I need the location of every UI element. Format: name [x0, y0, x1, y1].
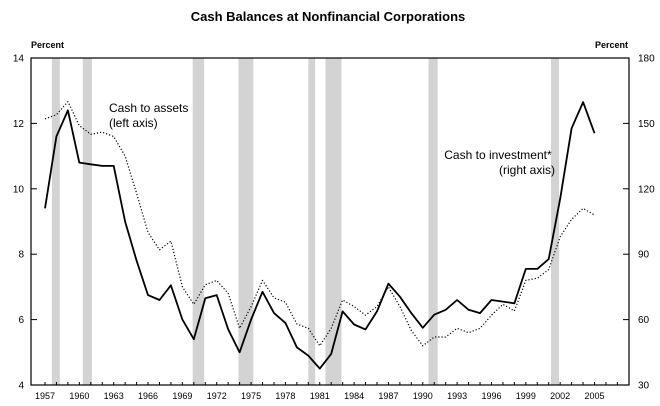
- x-tick-label-1966: 1966: [138, 391, 158, 401]
- right-axis-ticks: 30 60 90 120 150 180: [623, 54, 655, 392]
- series-line-cash-to-investment: [44, 100, 595, 347]
- left-tick-label-8: 8: [18, 250, 24, 261]
- x-tick-label-1990: 1990: [413, 391, 433, 401]
- right-axis-unit: Percent: [595, 40, 628, 50]
- recession-band-5: [325, 58, 342, 385]
- annotation-cash-to-assets: Cash to assets (left axis): [109, 101, 192, 130]
- annotation-cash-to-investment: Cash to investment* (right axis): [444, 148, 555, 177]
- annotation-cash-to-assets-line-1: Cash to assets: [109, 101, 188, 115]
- x-tick-label-1969: 1969: [172, 391, 192, 401]
- recession-band-6: [428, 58, 438, 385]
- x-tick-label-1975: 1975: [241, 391, 261, 401]
- recession-band-0: [51, 58, 60, 385]
- recession-band-3: [238, 58, 254, 385]
- left-tick-label-10: 10: [13, 184, 25, 195]
- right-tick-label-60: 60: [638, 315, 650, 326]
- right-tick-label-150: 150: [638, 119, 655, 130]
- x-tick-label-1972: 1972: [207, 391, 227, 401]
- recession-band-2: [192, 58, 205, 385]
- x-axis-ticks: 1957 1960 1963 1966 1969 1972 1975 1978 1981 1984…: [35, 382, 618, 401]
- left-tick-label-14: 14: [13, 54, 25, 65]
- left-tick-label-6: 6: [18, 315, 24, 326]
- recession-band-1: [82, 58, 92, 385]
- x-tick-label-1957: 1957: [35, 391, 55, 401]
- x-tick-label-1987: 1987: [378, 391, 398, 401]
- x-tick-label-1981: 1981: [310, 391, 330, 401]
- x-tick-label-2005: 2005: [584, 391, 604, 401]
- x-tick-label-1993: 1993: [447, 391, 467, 401]
- x-tick-label-1960: 1960: [69, 391, 89, 401]
- right-tick-label-120: 120: [638, 184, 655, 195]
- annotation-cash-to-investment-line-2: (right axis): [499, 163, 555, 177]
- left-tick-label-12: 12: [13, 119, 25, 130]
- recession-band-4: [308, 58, 316, 385]
- series-line-cash-to-assets: [44, 101, 596, 370]
- x-tick-label-1963: 1963: [104, 391, 124, 401]
- annotation-cash-to-assets-line-2: (left axis): [109, 116, 158, 130]
- plot-frame: [30, 57, 630, 386]
- x-tick-label-1996: 1996: [481, 391, 501, 401]
- right-tick-label-30: 30: [638, 381, 650, 392]
- left-axis-ticks: 4 6 8 10 12 14: [13, 54, 37, 392]
- chart-title: Cash Balances at Nonfinancial Corporatio…: [191, 9, 466, 24]
- x-tick-label-1999: 1999: [516, 391, 536, 401]
- right-tick-label-180: 180: [638, 54, 655, 65]
- annotation-cash-to-investment-line-1: Cash to investment*: [444, 148, 552, 162]
- x-tick-label-2002: 2002: [550, 391, 570, 401]
- x-tick-label-1984: 1984: [344, 391, 364, 401]
- left-axis-unit: Percent: [31, 40, 64, 50]
- x-tick-label-1978: 1978: [275, 391, 295, 401]
- left-tick-label-4: 4: [18, 381, 24, 392]
- right-tick-label-90: 90: [638, 250, 650, 261]
- series-layer: [44, 100, 596, 370]
